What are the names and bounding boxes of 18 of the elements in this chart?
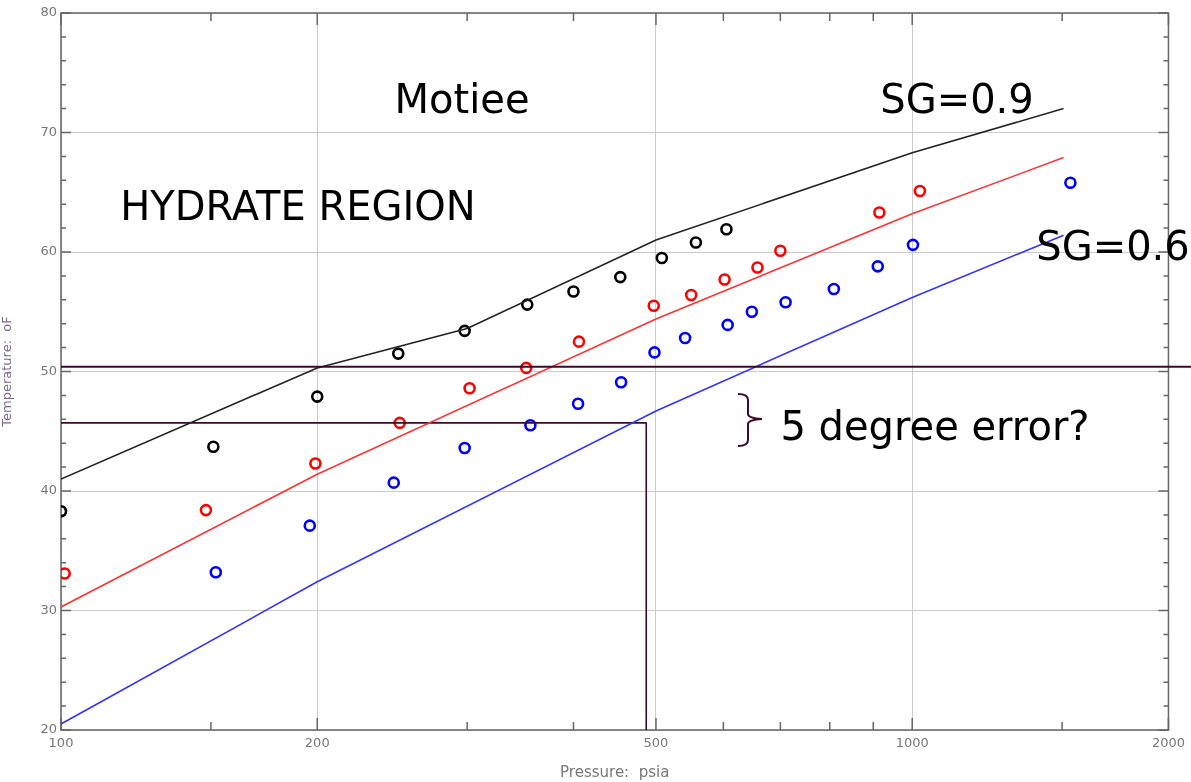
x-tick-label: 500 — [643, 735, 669, 751]
annotation: 5 degree error? — [780, 403, 1090, 450]
y-tick-label: 40 — [40, 482, 57, 498]
annotation: SG=0.9 — [880, 76, 1034, 123]
y-tick-label: 60 — [40, 243, 57, 259]
x-tick-label: 1000 — [895, 735, 929, 751]
y-axis-title: Temperature: oF — [0, 316, 15, 428]
x-tick-label: 2000 — [1151, 735, 1185, 751]
y-tick-label: 30 — [40, 601, 57, 617]
y-tick-label: 20 — [40, 721, 57, 737]
x-tick-label: 200 — [304, 735, 330, 751]
x-tick-label: 100 — [48, 735, 74, 751]
y-tick-label: 70 — [40, 123, 57, 139]
y-tick-label: 80 — [40, 4, 57, 20]
x-axis-title: Pressure: psia — [560, 762, 670, 781]
annotation: HYDRATE REGION — [120, 183, 476, 230]
y-tick-label: 50 — [40, 362, 57, 378]
annotation: Motiee — [394, 76, 530, 123]
